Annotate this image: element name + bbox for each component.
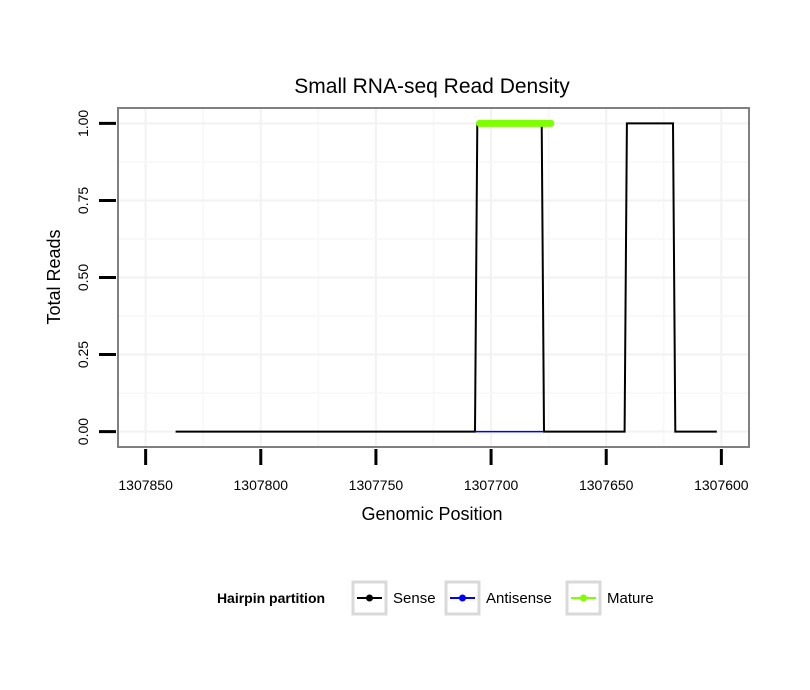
chart-title: Small RNA-seq Read Density: [294, 75, 570, 98]
legend-label-antisense: Antisense: [486, 590, 552, 607]
legend-key-dot: [580, 594, 587, 602]
legend-label-mature: Mature: [607, 590, 654, 607]
legend-key-dot: [366, 594, 373, 602]
x-axis-label: Genomic Position: [361, 504, 502, 524]
legend-items: Sense Antisense Mature: [351, 580, 654, 616]
legend-label-sense: Sense: [393, 590, 436, 607]
y-tick-label: 0.00: [75, 418, 91, 445]
plot-border: [117, 107, 750, 448]
legend-key-dot: [459, 594, 466, 602]
x-tick-label: 1307600: [694, 477, 749, 493]
x-tick-label: 1307650: [579, 477, 634, 493]
x-tick-label: 1307800: [234, 477, 289, 493]
series-layer: [175, 119, 717, 433]
legend: Hairpin partition Sense Antisense Mature: [217, 580, 654, 616]
y-tick-label: 1.00: [75, 110, 91, 137]
y-tick-label: 0.75: [75, 187, 91, 214]
x-tick-label: 1307850: [118, 477, 173, 493]
x-tick-label: 1307750: [349, 477, 404, 493]
y-axis-label: Total Reads: [44, 229, 64, 324]
y-tick-label: 0.25: [75, 341, 91, 368]
y-axis: 0.00 0.25 0.50 0.75 1.00: [75, 110, 116, 445]
series-line-sense: [175, 122, 717, 433]
y-tick-label: 0.50: [75, 264, 91, 291]
x-tick-label: 1307700: [464, 477, 519, 493]
x-axis: 1307850 1307800 1307750 1307700 1307650 13076…: [118, 449, 749, 493]
legend-title: Hairpin partition: [217, 590, 325, 606]
